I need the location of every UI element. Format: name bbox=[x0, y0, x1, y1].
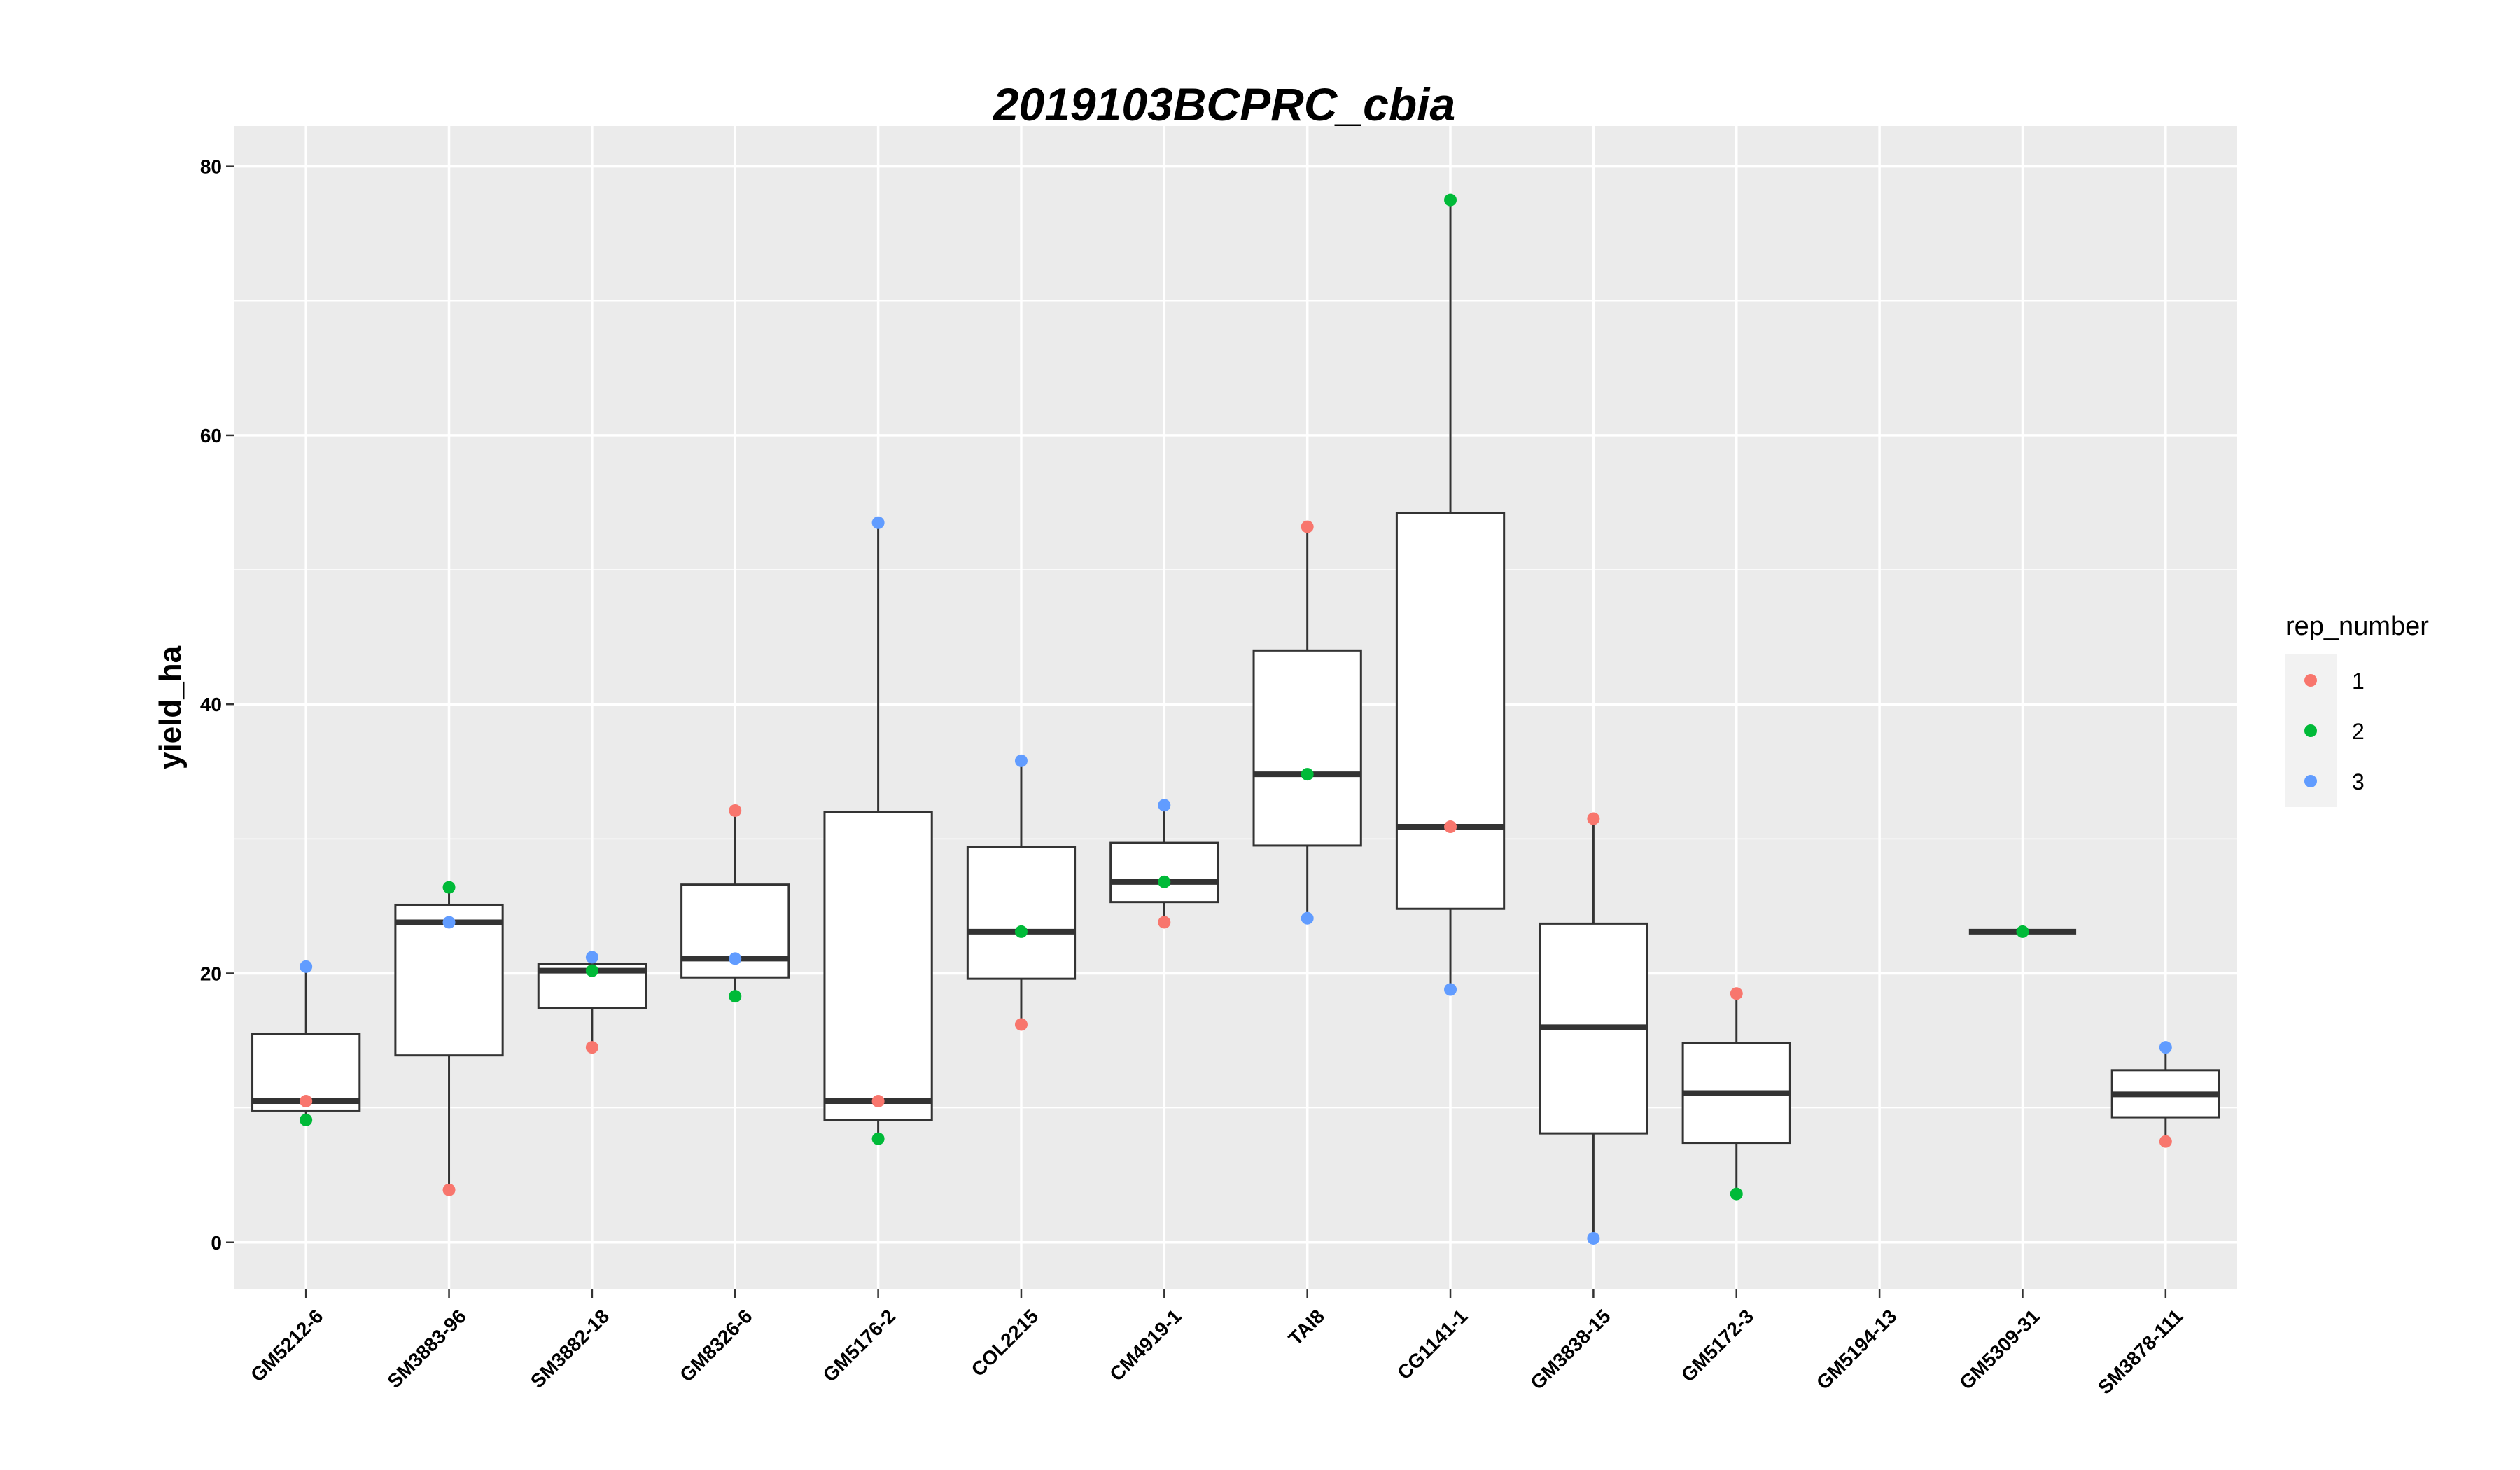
data-point bbox=[1301, 768, 1314, 781]
x-tick-label: GM5194-13 bbox=[1812, 1305, 1900, 1393]
box bbox=[2110, 1047, 2220, 1142]
box bbox=[1395, 200, 1506, 990]
data-point bbox=[872, 1132, 885, 1145]
plot-panel bbox=[234, 126, 2237, 1289]
data-point bbox=[1014, 1018, 1028, 1031]
data-point bbox=[2016, 925, 2029, 938]
box-iqr bbox=[823, 811, 933, 1121]
x-tick-label: GM5172-3 bbox=[1677, 1305, 1758, 1385]
legend-label: 2 bbox=[2352, 719, 2365, 744]
x-tick-label: SM3878-111 bbox=[2094, 1305, 2187, 1398]
data-point bbox=[1730, 1187, 1743, 1200]
data-point bbox=[442, 916, 456, 929]
y-tick-label: 80 bbox=[200, 156, 222, 178]
data-point bbox=[1158, 916, 1171, 929]
box bbox=[251, 966, 361, 1120]
data-point bbox=[300, 1095, 313, 1108]
data-point bbox=[1730, 987, 1743, 1000]
data-point bbox=[300, 1113, 313, 1126]
legend: rep_number 1 2 3 bbox=[2286, 612, 2429, 807]
y-axis: 0 20 40 60 80 bbox=[200, 156, 234, 1254]
data-point bbox=[1014, 925, 1028, 938]
data-point bbox=[585, 964, 598, 977]
chart-title: 2019103BCPRC_cbia bbox=[992, 78, 1455, 130]
data-point bbox=[1301, 520, 1314, 533]
data-point bbox=[442, 881, 456, 894]
legend-items: 1 2 3 bbox=[2304, 668, 2365, 794]
x-tick-label: GM5176-2 bbox=[819, 1305, 899, 1385]
legend-key bbox=[2304, 674, 2317, 687]
legend-label: 3 bbox=[2352, 769, 2365, 794]
data-point bbox=[729, 990, 742, 1003]
x-tick-label: COL2215 bbox=[967, 1305, 1043, 1380]
box bbox=[966, 760, 1077, 1025]
box bbox=[1539, 818, 1648, 1238]
x-tick-label: GM3838-15 bbox=[1526, 1305, 1614, 1393]
point-layer bbox=[300, 193, 2172, 1245]
x-tick-label: CM4919-1 bbox=[1105, 1305, 1185, 1385]
x-tick-label: GM5309-31 bbox=[1955, 1305, 2043, 1393]
legend-key bbox=[2304, 724, 2317, 737]
data-point bbox=[1158, 799, 1171, 812]
y-tick-label: 60 bbox=[200, 425, 222, 447]
y-axis-label: yield_ha bbox=[153, 645, 188, 769]
box-iqr bbox=[394, 903, 504, 1057]
x-tick-label: SM3882-18 bbox=[526, 1305, 613, 1392]
legend-label: 1 bbox=[2352, 668, 2365, 694]
box bbox=[394, 887, 504, 1190]
data-point bbox=[1444, 193, 1457, 206]
data-point bbox=[585, 1041, 598, 1054]
y-tick-label: 20 bbox=[200, 962, 222, 984]
data-point bbox=[1444, 820, 1457, 834]
y-tick-label: 0 bbox=[211, 1232, 222, 1254]
box-iqr bbox=[1252, 649, 1362, 847]
data-point bbox=[1301, 911, 1314, 925]
x-tick-label: SM3883-96 bbox=[384, 1305, 470, 1392]
data-point bbox=[2159, 1041, 2172, 1054]
data-point bbox=[300, 960, 313, 973]
data-point bbox=[1587, 1231, 1600, 1245]
data-point bbox=[872, 516, 885, 529]
legend-key bbox=[2304, 775, 2317, 788]
box-layer bbox=[251, 200, 2220, 1238]
x-tick-label: GM8326-6 bbox=[676, 1305, 756, 1385]
data-point bbox=[729, 952, 742, 965]
box-iqr bbox=[1110, 841, 1219, 904]
y-tick-label: 40 bbox=[200, 694, 222, 715]
x-axis: GM5212-6 SM3883-96 SM3882-18 GM8326-6 GM5176… bbox=[246, 1289, 2187, 1399]
x-tick-label: GM5212-6 bbox=[246, 1305, 327, 1385]
data-point bbox=[1444, 983, 1457, 996]
data-point bbox=[585, 951, 598, 964]
data-point bbox=[1158, 875, 1171, 888]
box bbox=[1681, 993, 1791, 1194]
data-point bbox=[1587, 812, 1600, 825]
x-tick-label: CG1141-1 bbox=[1393, 1305, 1471, 1383]
minor-gridlines bbox=[234, 300, 2237, 1109]
data-point bbox=[729, 804, 742, 817]
data-point bbox=[1014, 754, 1028, 767]
data-point bbox=[2159, 1135, 2172, 1148]
box-iqr bbox=[966, 846, 1077, 980]
data-point bbox=[442, 1183, 456, 1196]
box bbox=[823, 522, 933, 1139]
legend-title: rep_number bbox=[2286, 612, 2429, 641]
x-tick-label: TAI8 bbox=[1284, 1305, 1329, 1349]
data-point bbox=[872, 1095, 885, 1108]
box-iqr bbox=[1395, 512, 1506, 910]
